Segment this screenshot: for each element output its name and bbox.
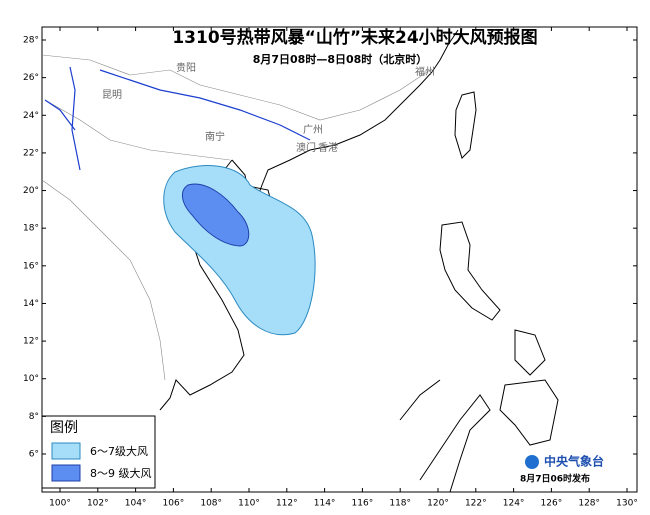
mindanao [499,379,559,446]
y-tick-label: 14° [23,299,39,309]
city-label: 南宁 [205,130,225,143]
y-tick-label: 10° [23,374,39,384]
y-tick-label: 12° [23,337,39,347]
x-tick-label: 102° [87,499,109,509]
x-tick-label: 130° [616,499,638,509]
legend-label: 6～7级大风 [90,444,148,458]
city-label: 香港 [318,142,338,154]
x-tick-label: 114° [314,499,336,509]
y-tick-label: 28° [23,36,39,46]
y-tick-label: 18° [23,224,39,234]
release-time: 8月7日06时发布 [520,473,590,485]
y-tick-label: 16° [23,261,39,271]
y-tick-label: 22° [23,148,39,158]
city-label: 福州 [415,65,435,78]
luzon [439,221,501,321]
city-label: 贵阳 [176,61,196,74]
city-label: 昆明 [102,89,122,101]
legend-label: 8～9 级大风 [90,466,152,480]
y-tick-label: 26° [23,73,39,83]
x-tick-label: 126° [541,499,563,509]
x-tick-label: 100° [49,499,71,509]
island [514,329,546,376]
axes: 100° 102° 104° 106° 108° 110° 112° 114° 116° 118°… [23,27,638,509]
x-tick-label: 118° [389,499,411,509]
map-title: 1310号热带风暴“山竹”未来24小时大风预报图 [172,27,537,48]
x-tick-label: 120° [427,499,449,509]
legend-swatch [51,442,81,460]
y-tick-label: 8° [29,412,39,422]
x-tick-label: 106° [163,499,185,509]
city-label: 澳门 [296,141,316,154]
x-tick-label: 124° [503,499,525,509]
x-tick-label: 116° [352,499,374,509]
legend: 图例 6～7级大风 8～9 级大风 [41,415,156,489]
legend-title: 图例 [50,420,78,436]
x-tick-label: 110° [238,499,260,509]
city-label: 广州 [303,124,323,136]
river [69,66,81,171]
x-tick-label: 112° [276,499,298,509]
province-border [41,54,431,121]
country-border [44,99,231,161]
coastline [419,394,491,493]
x-tick-label: 122° [465,499,487,509]
legend-swatch [51,464,81,482]
coastline [399,379,441,421]
logo-icon [525,455,539,469]
map-subtitle: 8月7日08时—8日08时（北京时） [253,52,428,66]
y-tick-label: 20° [23,186,39,196]
x-tick-label: 128° [578,499,600,509]
taiwan [454,91,477,159]
y-tick-label: 24° [23,111,39,121]
y-tick-label: 6° [29,450,39,460]
gale-area-8-9 [182,183,250,247]
publisher: 中央气象台 [544,454,604,469]
x-tick-label: 108° [200,499,222,509]
river [99,69,311,141]
x-tick-label: 104° [125,499,147,509]
map-frame [41,26,638,493]
river [44,99,76,131]
country-border [41,179,166,381]
